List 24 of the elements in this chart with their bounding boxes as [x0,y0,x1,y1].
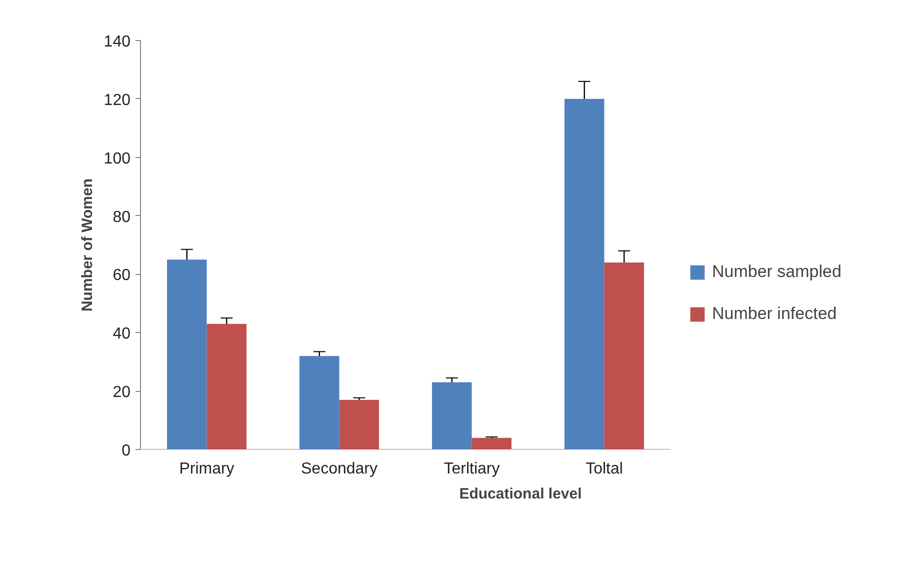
y-tick-label: 140 [104,34,131,50]
bar [339,400,379,450]
y-tick-label: 100 [104,150,131,168]
x-tick-label: Toltal [586,460,623,478]
bar [564,98,604,450]
y-tick-label: 20 [112,384,131,402]
y-axis-title: Number of Women [78,178,96,312]
bar [206,324,246,450]
y-tick-label: 120 [104,92,131,109]
x-tick-label: Secondary [301,460,378,478]
bar [300,356,340,450]
legend-label: Number infected [712,304,837,324]
x-tick-label: Primary [179,460,234,478]
x-axis-title: Educational level [459,486,582,502]
bar [167,260,207,450]
bar [472,438,512,450]
y-tick-label: 0 [122,442,131,460]
y-tick-label: 80 [112,208,131,226]
y-tick-label: 60 [112,267,131,284]
legend-label: Number sampled [712,262,842,282]
bar [432,382,472,450]
bar [604,262,644,450]
y-tick-label: 40 [112,326,131,343]
x-tick-label: Terltiary [444,460,500,478]
